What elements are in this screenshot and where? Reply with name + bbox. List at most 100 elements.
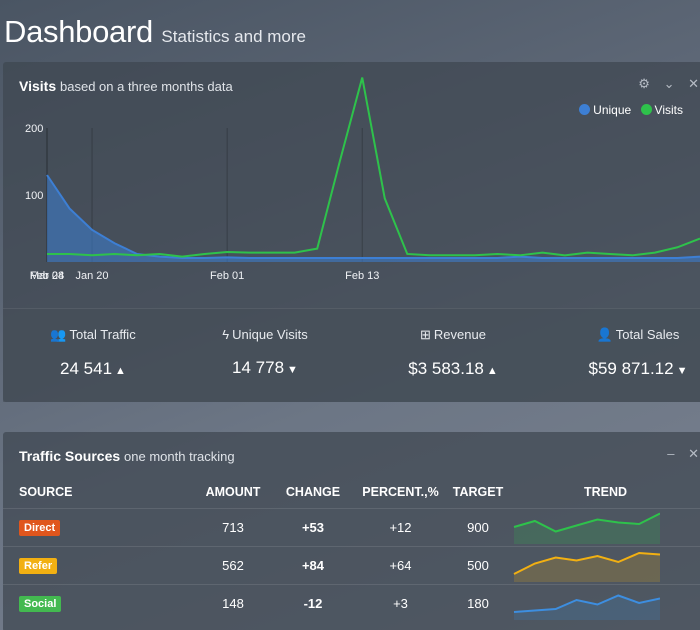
visits-panel-heading: Visits based on a three months data [19, 78, 233, 94]
trend-line [513, 512, 660, 533]
table-header-row: SOURCE AMOUNT CHANGE PERCENT.,% TARGET T… [3, 476, 700, 508]
table-row[interactable]: Social 148 -12 +3 180 [3, 583, 700, 622]
legend-swatch-unique [579, 104, 591, 115]
traffic-sources-table: SOURCE AMOUNT CHANGE PERCENT.,% TARGET T… [3, 476, 700, 622]
settings-icon[interactable]: ⚙ [638, 76, 650, 91]
caret-down-icon: ▼ [287, 364, 298, 376]
change-value: +84 [301, 557, 325, 573]
cell-percent: +12 [353, 507, 448, 546]
cell-source: Social [3, 583, 193, 622]
column-header-source[interactable]: SOURCE [19, 484, 73, 499]
series-visits-line [47, 77, 700, 258]
visits-panel-tools: ⚙ ⌄ ✕ [628, 76, 699, 92]
source-badge[interactable]: Direct [19, 519, 61, 536]
legend-swatch-visits [640, 104, 652, 115]
cell-source: Refer [3, 545, 193, 584]
cell-amount: 148 [193, 583, 273, 622]
caret-down-icon: ▼ [676, 365, 688, 377]
cell-target: 900 [448, 507, 508, 546]
trend-sparkline [513, 594, 660, 621]
legend-label-unique: Unique [593, 103, 632, 117]
page-title: Dashboard [4, 14, 153, 49]
visits-panel-subtitle: based on a three months data [60, 79, 233, 94]
y-tick-label: 100 [25, 190, 43, 202]
stat-label: Revenue [433, 327, 486, 342]
chart-legend: Unique Visits [573, 103, 683, 117]
stat-label: Total Sales [615, 327, 680, 342]
minimize-icon[interactable]: – [667, 446, 675, 461]
cell-target: 500 [448, 545, 508, 584]
column-header-amount[interactable]: AMOUNT [205, 484, 261, 499]
x-tick-label: Mar 08 [30, 270, 64, 282]
stat-value: $3 583.18 [408, 359, 484, 378]
cell-trend [508, 583, 700, 622]
x-tick-label: Feb 13 [345, 270, 379, 282]
stat-value: 24 541 [60, 359, 113, 378]
cell-change: +53 [273, 507, 353, 546]
change-value: +53 [301, 519, 325, 535]
y-tick-label: 200 [25, 123, 43, 135]
trend-area [514, 595, 660, 621]
legend-item-unique[interactable]: Unique [579, 103, 634, 117]
cell-trend [508, 507, 700, 546]
cell-amount: 562 [193, 545, 273, 584]
trend-sparkline [513, 512, 660, 544]
visits-panel: Visits based on a three months data ⚙ ⌄ … [3, 62, 700, 402]
cell-percent: +64 [353, 545, 448, 584]
user-icon: 👤 [596, 327, 613, 342]
stat-unique-visits: ϟ Unique Visits 14 778 ▼ [175, 327, 355, 378]
stat-total-traffic: 👥 Total Traffic 24 541 ▲ [3, 327, 183, 379]
table-row[interactable]: Refer 562 +84 +64 500 [3, 545, 700, 584]
stat-value: 14 778 [232, 358, 285, 377]
change-value: -12 [303, 595, 323, 611]
stat-total-sales: 👤 Total Sales $59 871.12 ▼ [548, 327, 700, 379]
column-header-change[interactable]: CHANGE [285, 484, 341, 499]
cell-change: -12 [273, 583, 353, 622]
caret-up-icon: ▲ [486, 365, 498, 377]
stat-revenue: ⊞ Revenue $3 583.18 ▲ [363, 327, 543, 379]
series-unique-area [47, 175, 700, 262]
close-icon[interactable]: ✕ [688, 76, 699, 91]
source-badge[interactable]: Refer [19, 557, 58, 574]
trend-line [513, 594, 660, 614]
column-header-percent[interactable]: PERCENT.,% [362, 484, 439, 499]
stats-bar: 👥 Total Traffic 24 541 ▲ ϟ Unique Visits 14… [3, 308, 700, 402]
traffic-panel-subtitle: one month tracking [124, 449, 235, 464]
x-tick-label: Feb 01 [210, 270, 244, 282]
page-header: Dashboard Statistics and more [4, 14, 306, 54]
cell-trend [508, 545, 700, 584]
caret-up-icon: ▲ [115, 365, 126, 377]
page-subtitle: Statistics and more [161, 27, 306, 46]
traffic-panel-tools: – ✕ [657, 446, 699, 462]
plus-square-icon: ⊞ [420, 327, 431, 342]
cell-change: +84 [273, 545, 353, 584]
source-badge[interactable]: Social [19, 595, 62, 612]
traffic-panel-title: Traffic Sources [19, 448, 121, 464]
x-tick-label: Jan 20 [76, 270, 109, 282]
cell-percent: +3 [353, 583, 448, 622]
cell-source: Direct [3, 507, 193, 546]
legend-item-visits[interactable]: Visits [640, 103, 683, 117]
bolt-icon: ϟ [222, 327, 230, 342]
stat-label: Total Traffic [69, 327, 136, 342]
cell-amount: 713 [193, 507, 273, 546]
column-header-trend[interactable]: TREND [583, 484, 628, 499]
users-icon: 👥 [50, 327, 67, 342]
close-icon[interactable]: ✕ [688, 446, 699, 461]
cell-target: 180 [448, 583, 508, 622]
trend-sparkline [513, 551, 660, 582]
legend-label-visits: Visits [654, 103, 683, 117]
chevron-down-icon[interactable]: ⌄ [663, 76, 675, 91]
traffic-panel-heading: Traffic Sources one month tracking [19, 448, 235, 464]
stat-label: Unique Visits [232, 327, 308, 342]
column-header-target[interactable]: TARGET [452, 484, 504, 499]
visits-panel-title: Visits [19, 78, 57, 94]
trend-area [514, 513, 660, 544]
table-row[interactable]: Direct 713 +53 +12 900 [3, 507, 700, 546]
x-tick-label: Feb 24 [30, 270, 64, 282]
series-unique-line [46, 174, 700, 259]
trend-line [513, 551, 660, 575]
stat-value: $59 871.12 [588, 359, 674, 378]
traffic-sources-panel: Traffic Sources one month tracking – ✕ S… [3, 432, 700, 630]
